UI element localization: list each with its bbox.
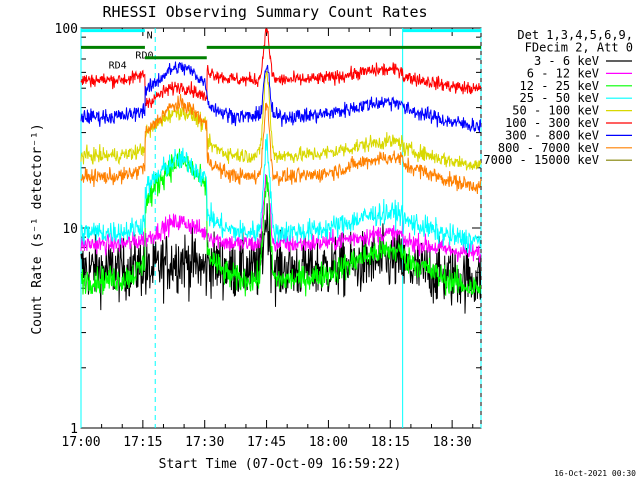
x-tick-label: 18:30 [433, 435, 472, 450]
series-line [80, 133, 482, 254]
legend-label: 100 - 300 keV [505, 116, 599, 130]
series-line [80, 61, 482, 133]
series-group [80, 27, 482, 314]
footer-timestamp: 16-Oct-2021 00:30 [554, 469, 636, 478]
legend-label: 6 - 12 keV [527, 66, 599, 80]
legend-label: 25 - 50 keV [520, 91, 599, 105]
legend-label: 300 - 800 keV [505, 128, 599, 142]
y-tick-label: 10 [62, 222, 78, 237]
series-line [80, 148, 482, 297]
flag-label: N [147, 31, 153, 42]
legend-label: 7000 - 15000 keV [483, 153, 599, 167]
series-line [80, 70, 482, 171]
series-line [80, 27, 482, 108]
legend-label: 800 - 7000 keV [498, 141, 599, 155]
legend-label: 50 - 100 keV [512, 104, 599, 118]
x-tick-label: 17:15 [123, 435, 162, 450]
flag-label: RD4 [109, 61, 127, 72]
y-tick-label: 1 [70, 422, 78, 437]
chart-title: RHESSI Observing Summary Count Rates [102, 3, 427, 21]
x-tick-label: 17:45 [247, 435, 286, 450]
flags-group: N RD0 RD4 [81, 29, 481, 72]
legend-header: FDecim 2, Att 0 [525, 41, 633, 55]
legend-label: 3 - 6 keV [534, 54, 599, 68]
y-tick-label: 100 [55, 22, 78, 37]
legend: Det 1,3,4,5,6,9,FDecim 2, Att 03 - 6 keV… [483, 28, 633, 167]
series-line [80, 94, 482, 195]
x-tick-label: 18:00 [309, 435, 348, 450]
x-tick-label: 17:30 [185, 435, 224, 450]
legend-label: 12 - 25 keV [520, 79, 599, 93]
x-tick-label: 17:00 [61, 435, 100, 450]
flag-label: RD0 [135, 50, 153, 61]
x-tick-label: 18:15 [371, 435, 410, 450]
x-axis-label: Start Time (07-Oct-09 16:59:22) [159, 457, 402, 472]
legend-header: Det 1,3,4,5,6,9, [517, 28, 633, 42]
y-axis-label: Count Rate (s⁻¹ detector⁻¹) [30, 123, 45, 334]
